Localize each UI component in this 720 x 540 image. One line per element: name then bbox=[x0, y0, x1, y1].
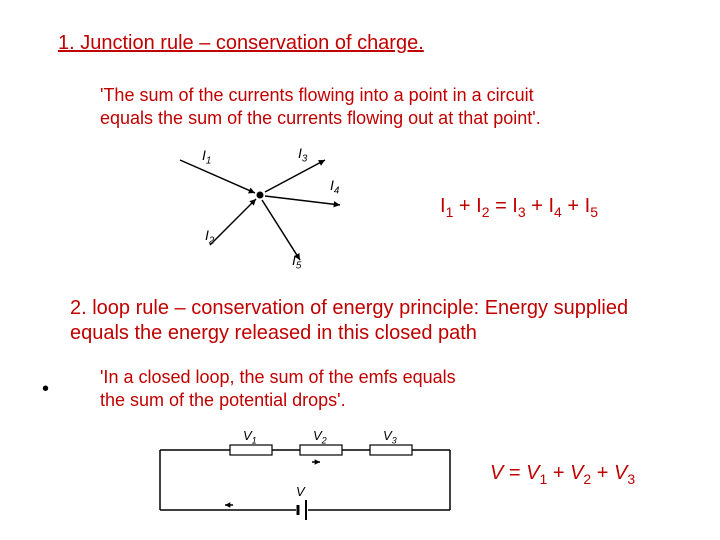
loop-equation: V = V1 + V2 + V3 bbox=[490, 462, 635, 487]
svg-text:V1: V1 bbox=[243, 428, 257, 445]
svg-text:V3: V3 bbox=[383, 428, 397, 445]
loop-diagram: V1 V2 V3 V bbox=[0, 0, 720, 540]
svg-text:V2: V2 bbox=[313, 428, 327, 445]
svg-text:V: V bbox=[296, 484, 306, 499]
